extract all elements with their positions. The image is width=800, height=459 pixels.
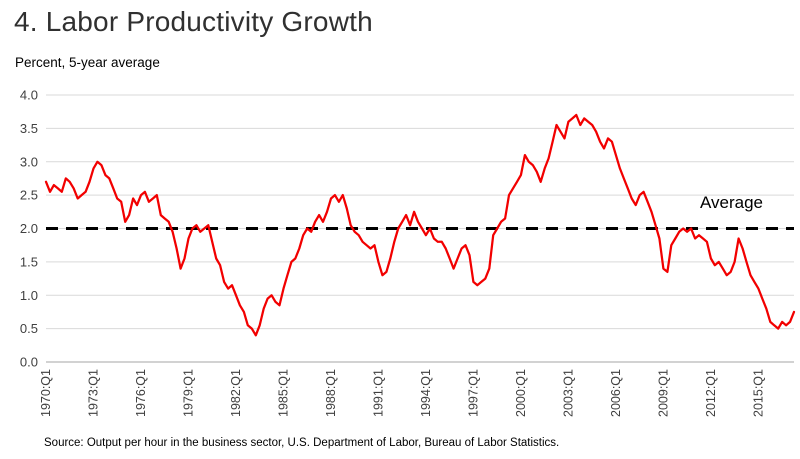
y-tick-label: 2.5	[20, 188, 38, 203]
x-tick-label: 1997:Q1	[466, 369, 480, 417]
y-tick-label: 0.5	[20, 321, 38, 336]
y-tick-label: 3.5	[20, 121, 38, 136]
x-tick-label: 2000:Q1	[514, 369, 528, 417]
y-tick-label: 1.5	[20, 254, 38, 269]
x-tick-label: 2012:Q1	[704, 369, 718, 417]
x-tick-label: 2006:Q1	[609, 369, 623, 417]
x-tick-label: 1976:Q1	[134, 369, 148, 417]
x-tick-label: 2003:Q1	[561, 369, 575, 417]
x-tick-label: 2015:Q1	[751, 369, 765, 417]
y-tick-label: 3.0	[20, 154, 38, 169]
source-note: Source: Output per hour in the business …	[44, 437, 560, 449]
x-tick-label: 1973:Q1	[86, 369, 100, 417]
x-tick-label: 1994:Q1	[419, 369, 433, 417]
x-tick-label: 2009:Q1	[656, 369, 670, 417]
y-tick-label: 2.0	[20, 221, 38, 236]
x-tick-label: 1988:Q1	[324, 369, 338, 417]
average-line-label: Average	[700, 193, 764, 212]
x-tick-label: 1970:Q1	[39, 369, 53, 417]
chart-title: 4. Labor Productivity Growth	[14, 6, 373, 37]
x-tick-label: 1991:Q1	[371, 369, 385, 417]
x-tick-label: 1982:Q1	[229, 369, 243, 417]
y-tick-label: 1.0	[20, 288, 38, 303]
x-tick-label: 1979:Q1	[181, 369, 195, 417]
series-line	[44, 113, 796, 337]
y-tick-label: 0.0	[20, 355, 38, 370]
chart-subtitle: Percent, 5-year average	[15, 55, 160, 70]
y-tick-label: 4.0	[20, 88, 38, 103]
x-tick-label: 1985:Q1	[276, 369, 290, 417]
